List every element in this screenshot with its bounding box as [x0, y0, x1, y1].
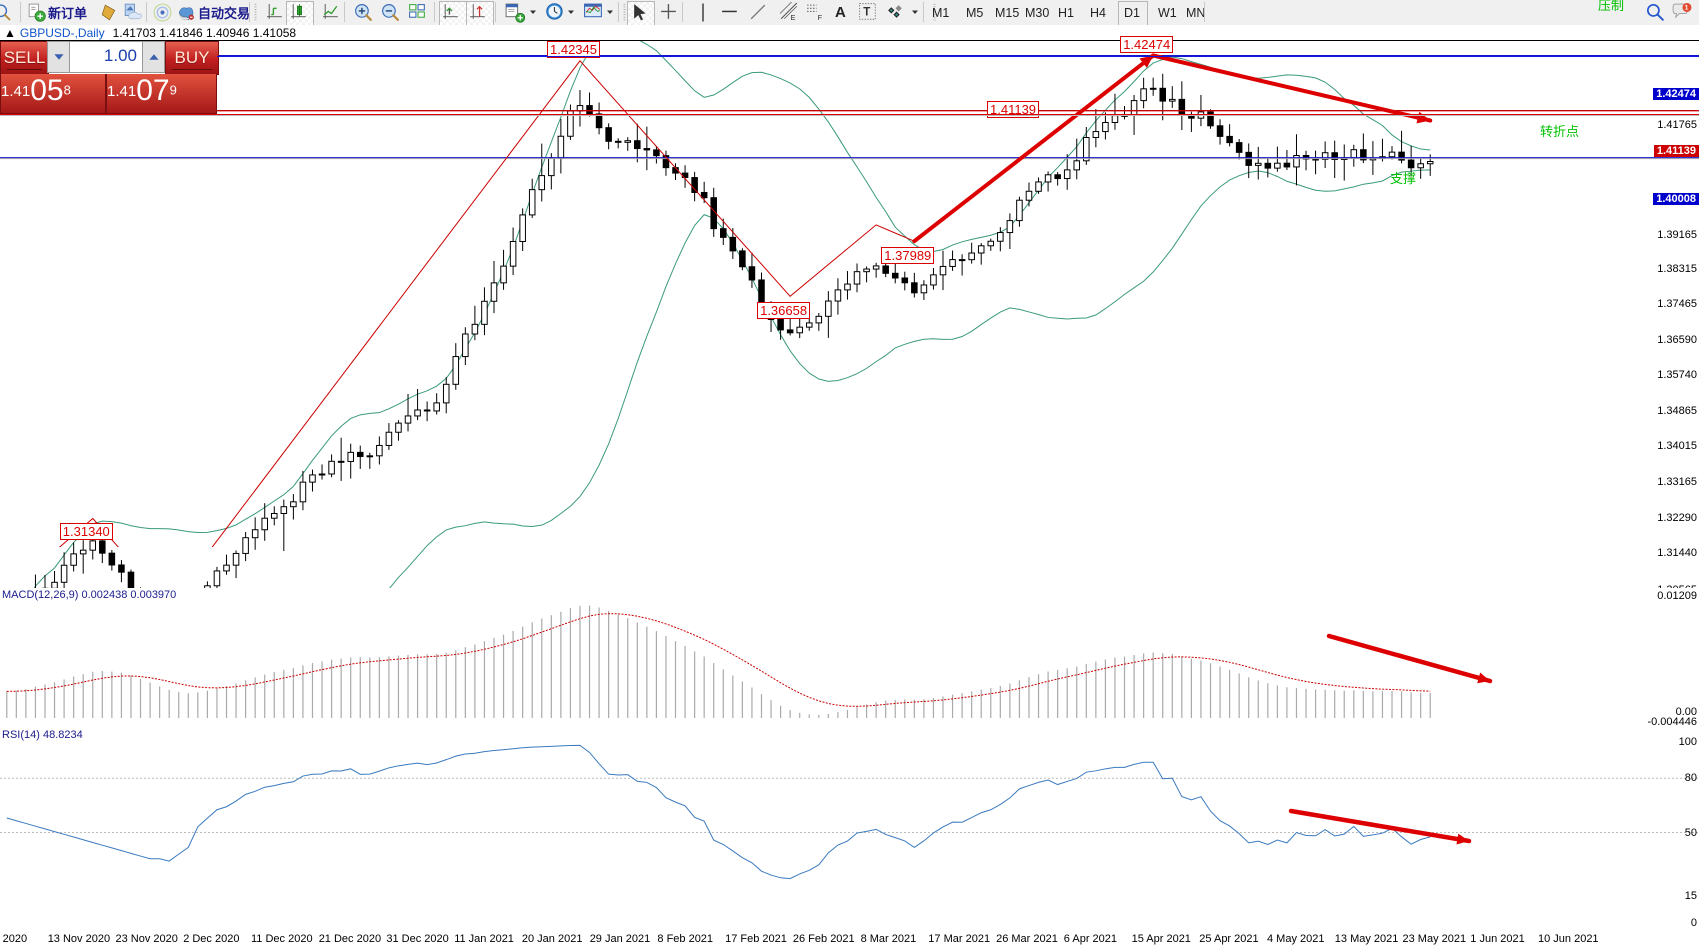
svg-text:E: E — [791, 13, 796, 22]
svg-text:1: 1 — [1685, 5, 1689, 12]
svg-text:T: T — [863, 7, 870, 19]
svg-text:F: F — [818, 13, 823, 22]
